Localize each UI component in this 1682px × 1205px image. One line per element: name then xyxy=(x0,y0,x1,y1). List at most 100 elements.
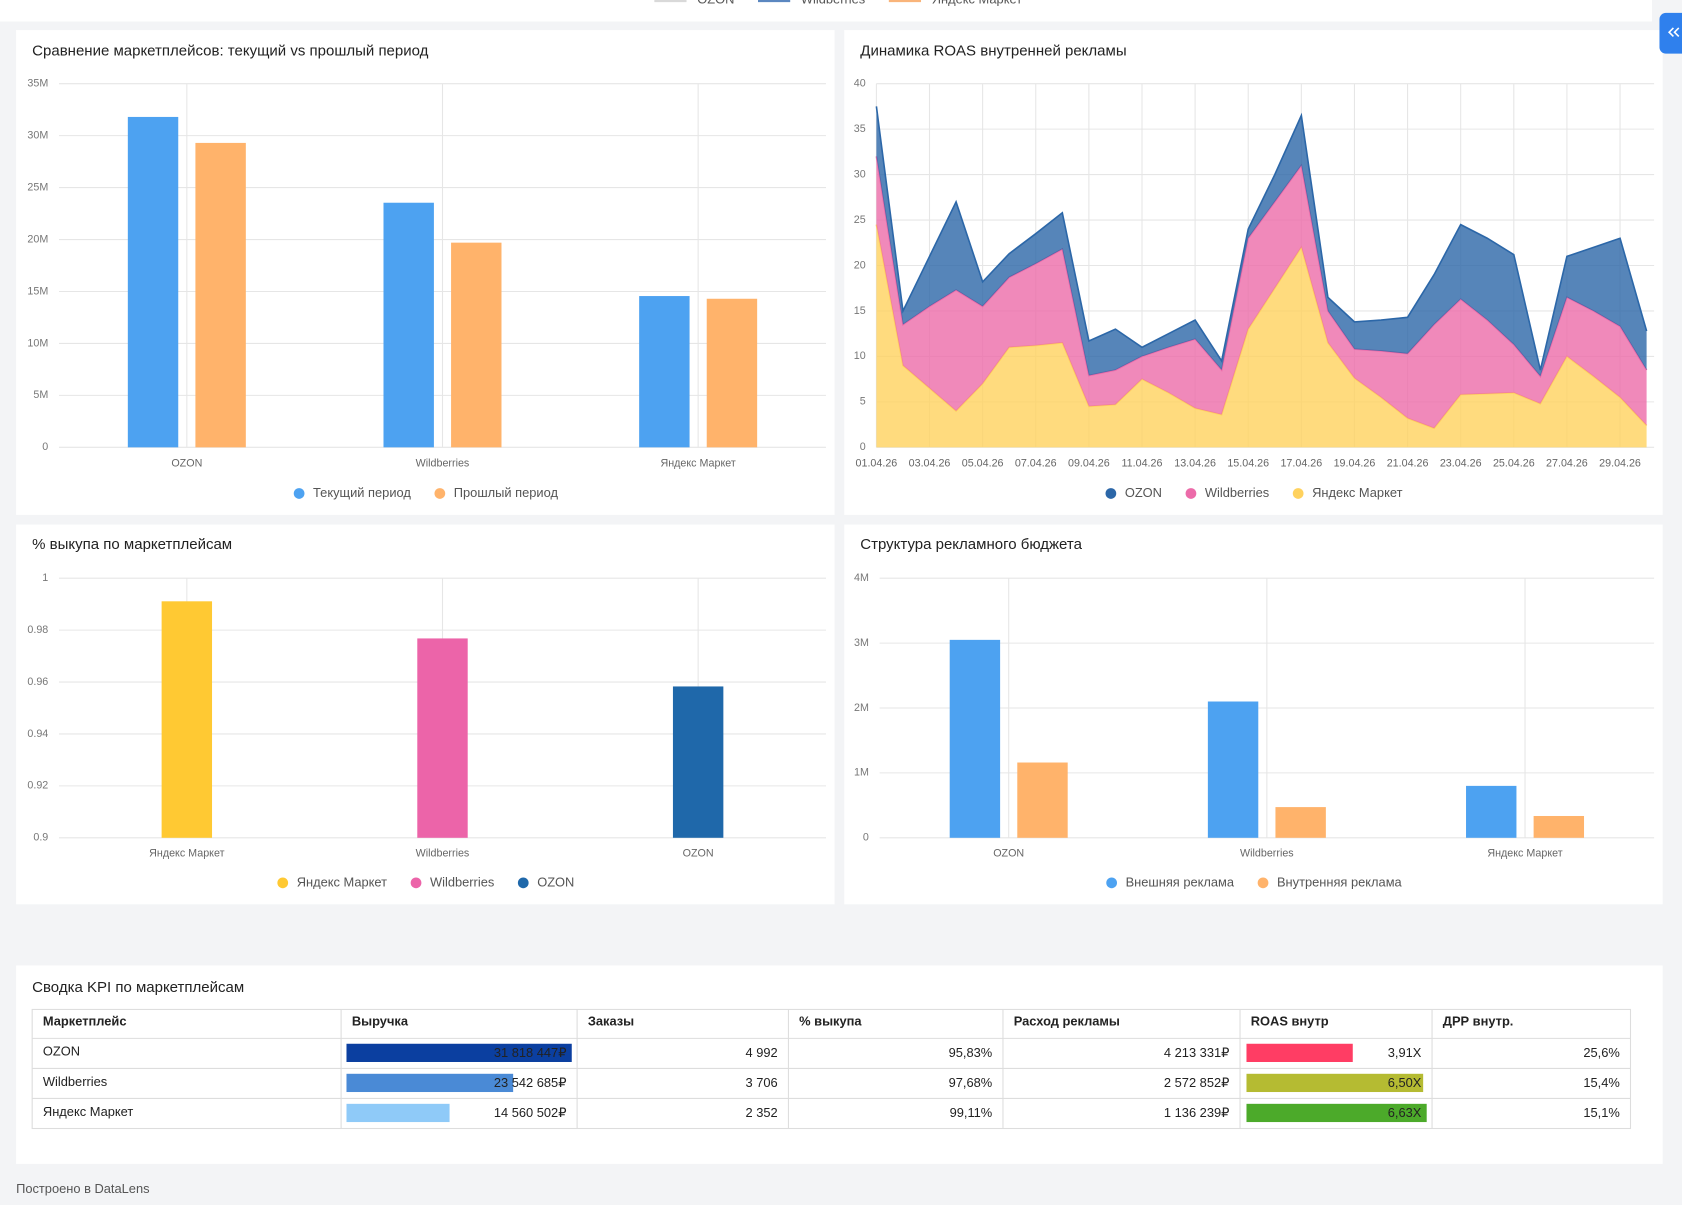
x-tick-label: 01.04.26 xyxy=(856,457,898,469)
x-tick-label: 07.04.26 xyxy=(1015,457,1057,469)
y-tick-label: 15 xyxy=(854,305,866,317)
table-cell: 6,50X xyxy=(1388,1075,1422,1090)
table-cell: 1 136 239₽ xyxy=(1164,1105,1229,1120)
legend: OZON Wildberries Яндекс Маркет xyxy=(1105,485,1403,500)
x-tick-label: 13.04.26 xyxy=(1174,457,1216,469)
x-tick-label: Яндекс Маркет xyxy=(149,848,224,860)
x-tick-label: 21.04.26 xyxy=(1387,457,1429,469)
x-tick-label: 05.04.26 xyxy=(962,457,1004,469)
x-tick-label: 11.04.26 xyxy=(1122,457,1163,469)
y-tick-label: 20M xyxy=(27,233,48,245)
table-cell: Яндекс Маркет xyxy=(43,1104,133,1119)
bar xyxy=(161,601,213,838)
legend-marker xyxy=(517,877,529,889)
legend-marker xyxy=(1106,877,1118,889)
table-cell: 15,4% xyxy=(1583,1075,1619,1090)
roas-bar xyxy=(1246,1073,1424,1093)
x-tick-label: 15.04.26 xyxy=(1227,457,1269,469)
table-cell: 15,1% xyxy=(1583,1105,1619,1120)
column-header: ROAS внутр xyxy=(1251,1014,1329,1029)
table-cell: 2 572 852₽ xyxy=(1164,1075,1229,1090)
column-header: Заказы xyxy=(588,1014,634,1029)
table-cell: 6,63X xyxy=(1388,1105,1422,1120)
legend-marker xyxy=(293,488,305,499)
legend-marker xyxy=(277,877,289,889)
table-title: Сводка KPI по маркетплейсам xyxy=(32,979,244,996)
table-cell: 2 352 xyxy=(746,1105,778,1120)
x-tick-label: 19.04.26 xyxy=(1334,457,1376,469)
y-tick-label: 10M xyxy=(27,337,48,349)
roas-bar xyxy=(1246,1103,1427,1123)
bar xyxy=(383,202,434,448)
y-tick-label: 5M xyxy=(33,389,48,401)
area xyxy=(876,156,1647,429)
y-tick-label: 20 xyxy=(854,259,866,271)
y-tick-label: 0.92 xyxy=(27,780,48,792)
y-tick-label: 30 xyxy=(854,168,866,180)
y-tick-label: 15M xyxy=(27,285,48,297)
y-tick-label: 5 xyxy=(860,396,866,408)
bar xyxy=(1466,785,1517,838)
legend-label: OZON xyxy=(1125,485,1162,500)
bar xyxy=(1207,701,1259,838)
area-line xyxy=(875,106,1648,371)
area xyxy=(876,106,1647,377)
revenue-bar xyxy=(346,1103,450,1123)
table-cell: 23 542 685₽ xyxy=(494,1075,567,1090)
table-cell: 25,6% xyxy=(1583,1045,1619,1060)
x-tick-label: 25.04.26 xyxy=(1493,457,1535,469)
legend-label: OZON xyxy=(697,0,734,6)
legend-label: Внешняя реклама xyxy=(1126,874,1235,889)
y-tick-label: 1M xyxy=(854,767,869,779)
column-header: Расход рекламы xyxy=(1014,1014,1120,1029)
legend-label: Яндекс Маркет xyxy=(1312,485,1402,500)
x-tick-label: Яндекс Маркет xyxy=(1487,848,1562,860)
legend-label: Wildberries xyxy=(430,874,494,889)
chart-title: Структура рекламного бюджета xyxy=(860,536,1082,553)
legend: Яндекс Маркет Wildberries OZON xyxy=(277,874,574,889)
bar xyxy=(451,242,502,448)
x-tick-label: 29.04.26 xyxy=(1599,457,1641,469)
bar xyxy=(1533,815,1585,838)
bar xyxy=(127,116,179,448)
y-tick-label: 0.96 xyxy=(27,676,48,688)
revenue-bar xyxy=(346,1073,514,1093)
bar xyxy=(417,638,468,838)
chart-title: Динамика ROAS внутренней рекламы xyxy=(860,42,1126,59)
y-tick-label: 40 xyxy=(854,78,866,90)
y-tick-label: 25M xyxy=(27,181,48,193)
y-tick-label: 0 xyxy=(860,441,866,453)
x-tick-label: Wildberries xyxy=(1240,848,1294,860)
x-tick-label: Wildberries xyxy=(416,457,470,469)
x-tick-label: 09.04.26 xyxy=(1068,457,1110,469)
bar xyxy=(639,296,690,448)
y-tick-label: 35M xyxy=(27,78,48,90)
x-tick-label: OZON xyxy=(683,848,714,860)
roas-bar xyxy=(1246,1043,1353,1062)
legend-label: Яндекс Маркет xyxy=(932,0,1022,6)
table-cell: OZON xyxy=(43,1044,80,1059)
y-tick-label: 35 xyxy=(854,123,866,135)
bar xyxy=(1275,807,1326,838)
y-tick-label: 2M xyxy=(854,702,869,714)
chart-title: % выкупа по маркетплейсам xyxy=(32,536,232,553)
table-cell: 14 560 502₽ xyxy=(494,1105,567,1120)
bar xyxy=(195,142,246,448)
x-tick-label: OZON xyxy=(993,848,1024,860)
top-panel xyxy=(0,0,1652,22)
column-header: % выкупа xyxy=(799,1014,862,1029)
x-tick-label: 17.04.26 xyxy=(1280,457,1322,469)
x-tick-label: 03.04.26 xyxy=(909,457,951,469)
chart-title: Сравнение маркетплейсов: текущий vs прош… xyxy=(32,42,428,59)
bar xyxy=(1017,762,1068,838)
y-tick-label: 1 xyxy=(42,572,48,584)
x-tick-label: OZON xyxy=(171,457,202,469)
legend-marker xyxy=(1105,488,1117,499)
chevron-icon xyxy=(1673,27,1680,38)
table-cell: 3,91X xyxy=(1388,1045,1422,1060)
legend-label: Внутренняя реклама xyxy=(1277,874,1403,889)
legend-marker xyxy=(410,877,422,889)
legend-label: Текущий период xyxy=(313,485,411,500)
footer: Построено в DataLens xyxy=(16,1181,149,1196)
